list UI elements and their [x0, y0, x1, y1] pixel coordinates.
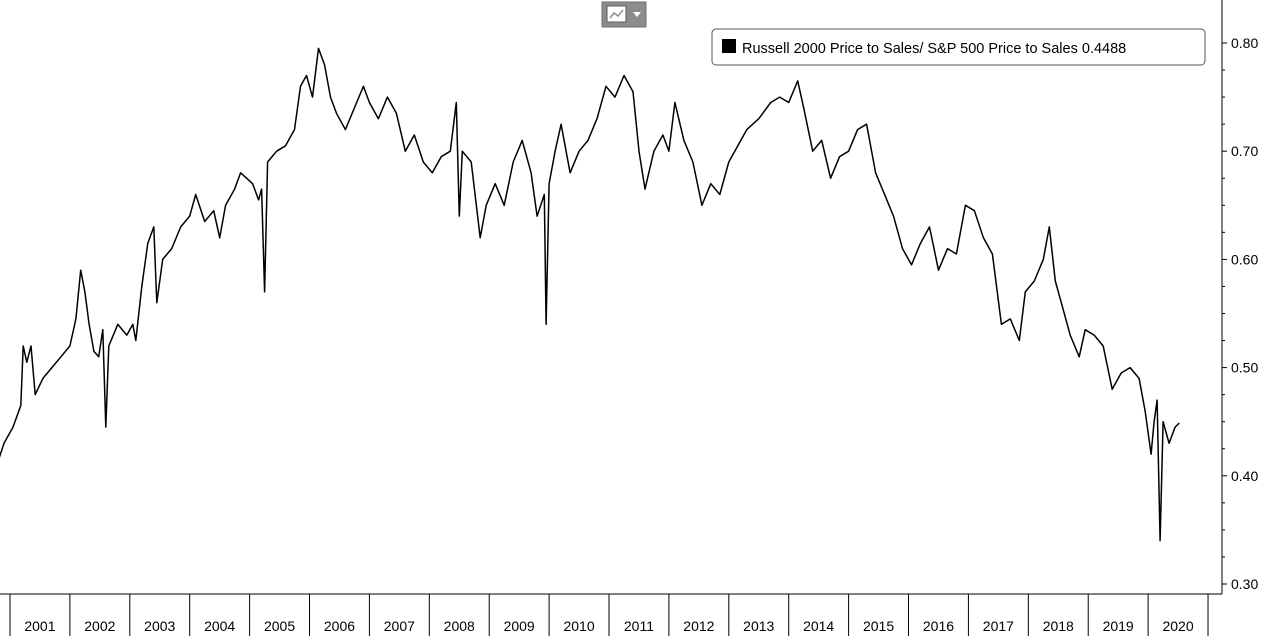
x-tick-label: 2016 — [923, 618, 954, 634]
x-tick-label: 2004 — [204, 618, 235, 634]
x-tick-label: 2019 — [1103, 618, 1134, 634]
x-tick-label: 2010 — [563, 618, 594, 634]
legend-last-value: 0.4488 — [1082, 41, 1126, 57]
x-tick-label: 2006 — [324, 618, 355, 634]
x-tick-label: 2003 — [144, 618, 175, 634]
x-tick-label: 2002 — [84, 618, 115, 634]
series-line — [0, 47, 1180, 542]
legend-swatch — [722, 39, 736, 53]
y-tick-label: 0.60 — [1231, 251, 1258, 267]
y-tick-label: 0.80 — [1231, 35, 1258, 51]
x-tick-label: 2012 — [683, 618, 714, 634]
x-tick-label: 2001 — [24, 618, 55, 634]
x-axis-ticks: 2001 2002 2003 2004 2005 2006 2007 2008 2009 2010… — [9, 594, 1209, 636]
x-tick-label: 2017 — [983, 618, 1014, 634]
y-tick-label: 0.40 — [1231, 468, 1258, 484]
x-tick-label: 2007 — [384, 618, 415, 634]
x-tick-label: 2015 — [863, 618, 894, 634]
x-tick-label: 2013 — [743, 618, 774, 634]
x-tick-label: 2020 — [1162, 618, 1193, 634]
chart-type-button[interactable] — [601, 1, 647, 28]
legend: Russell 2000 Price to Sales/ S&P 500 Pri… — [711, 28, 1206, 66]
y-axis-ticks: 0.30 0.40 0.50 0.60 0.70 0.80 — [1222, 35, 1258, 592]
x-tick-label: 2005 — [264, 618, 295, 634]
x-tick-label: 2011 — [624, 618, 654, 634]
x-tick-label: 2009 — [504, 618, 535, 634]
line-chart-icon — [606, 5, 627, 23]
y-tick-label: 0.30 — [1231, 576, 1258, 592]
y-tick-label: 0.50 — [1231, 360, 1258, 376]
y-tick-label: 0.70 — [1231, 143, 1258, 159]
x-tick-label: 2008 — [444, 618, 475, 634]
x-tick-label: 2018 — [1043, 618, 1074, 634]
legend-label: Russell 2000 Price to Sales/ S&P 500 Pri… — [742, 41, 1126, 57]
x-tick-label: 2014 — [803, 618, 834, 634]
caret-down-icon — [633, 12, 641, 17]
